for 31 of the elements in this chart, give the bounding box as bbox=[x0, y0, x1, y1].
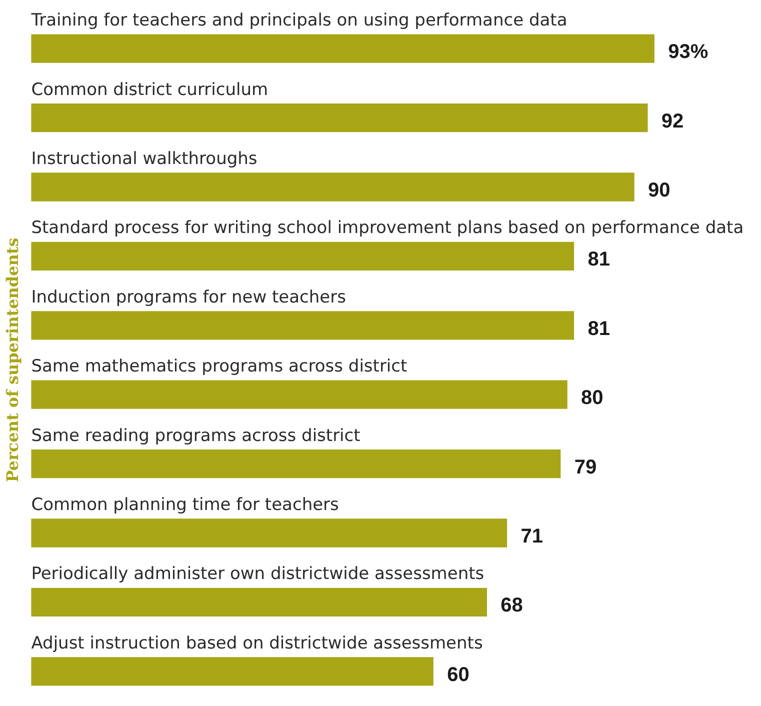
y-tick-label: Common planning time for teachers bbox=[31, 495, 340, 515]
bar bbox=[31, 588, 487, 617]
data-label: 92 bbox=[661, 110, 684, 132]
y-tick-label: Common district curriculum bbox=[31, 80, 268, 100]
bar bbox=[31, 311, 574, 340]
bar bbox=[31, 380, 568, 409]
bar bbox=[31, 103, 648, 132]
data-label: 80 bbox=[581, 387, 604, 410]
bar bbox=[31, 34, 654, 63]
y-tick-label: Adjust instruction based on districtwide assessments bbox=[31, 633, 483, 654]
y-tick-label: Training for teachers and principals on using performance data bbox=[30, 10, 568, 31]
y-tick-label: Periodically administer own districtwide assessments bbox=[31, 564, 484, 584]
data-label: 81 bbox=[588, 248, 610, 271]
y-tick-label: Same mathematics programs across district bbox=[31, 356, 408, 377]
data-label: 90 bbox=[648, 180, 670, 202]
data-label: 68 bbox=[500, 594, 523, 617]
bar bbox=[31, 449, 561, 478]
bar bbox=[31, 242, 574, 271]
y-tick-label: Same reading programs across district bbox=[31, 426, 361, 446]
y-tick-label: Instructional walkthroughs bbox=[31, 149, 258, 169]
y-axis-title: Percent of superintendents bbox=[2, 238, 22, 482]
bar bbox=[31, 518, 508, 548]
y-tick-label: Induction programs for new teachers bbox=[31, 287, 346, 308]
data-label: 93% bbox=[668, 41, 708, 64]
y-tick-label: Standard process for writing school improvement plans based on performance data bbox=[31, 218, 744, 238]
data-label: 71 bbox=[520, 526, 544, 548]
bar bbox=[31, 657, 434, 686]
data-label: 79 bbox=[574, 456, 597, 478]
data-label: 81 bbox=[588, 318, 610, 340]
bar bbox=[31, 172, 634, 202]
data-label: 60 bbox=[447, 664, 470, 686]
